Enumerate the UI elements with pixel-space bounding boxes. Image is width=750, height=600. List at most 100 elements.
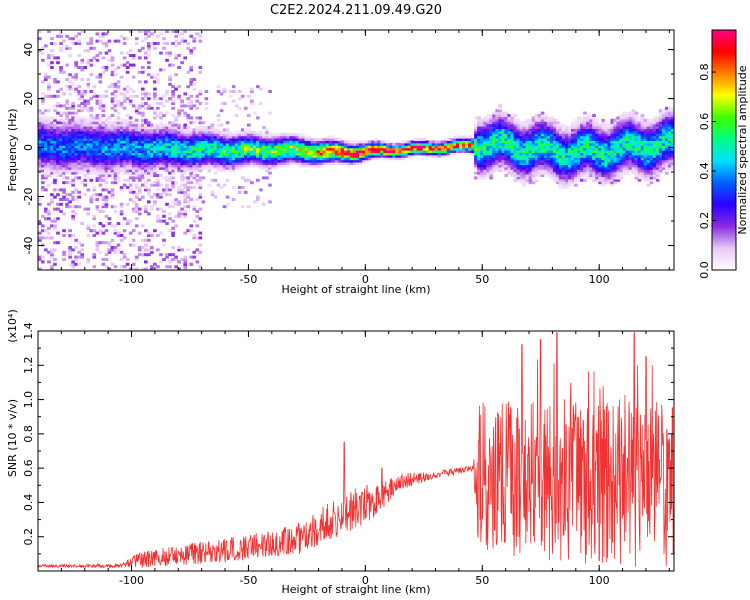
spectrogram-cell — [101, 159, 106, 163]
spectrogram-cell — [580, 145, 584, 149]
spectrogram-cell — [122, 92, 127, 96]
spectrogram-cell — [204, 133, 209, 137]
spectrogram-cell — [144, 121, 148, 125]
spectrogram-cell — [237, 130, 242, 134]
spectrogram-cell — [622, 145, 627, 149]
spectrogram-cell — [204, 138, 209, 141]
spectrogram-cell — [240, 186, 245, 189]
spectrogram-cell — [519, 128, 524, 132]
spectrogram-cell — [561, 145, 566, 149]
spectrogram-cell — [577, 128, 581, 132]
spectrogram-cell — [564, 169, 569, 173]
spectrogram-cell — [631, 145, 636, 149]
spectrogram-cell — [104, 130, 109, 134]
spectrogram-cell — [86, 234, 91, 237]
spectrogram-cell — [362, 145, 366, 149]
spectrogram-cell — [189, 142, 194, 146]
spectrogram-cell — [546, 162, 551, 165]
spectrogram-cell — [313, 150, 318, 153]
spectrogram-cell — [119, 123, 124, 127]
spectrogram-cell — [561, 166, 566, 170]
spectrogram-cell — [189, 78, 194, 81]
spectrogram-cell — [649, 174, 654, 177]
spectrogram-cell — [298, 140, 303, 144]
spectrogram-cell — [68, 246, 72, 249]
spectrogram-cell — [246, 123, 251, 127]
spectrogram-cell — [41, 92, 45, 96]
spectrogram-cell — [540, 162, 545, 165]
spectrogram-cell — [528, 154, 533, 158]
spectrogram-cell — [68, 145, 72, 149]
spectrogram-cell — [153, 126, 157, 129]
spectrogram-cell — [634, 169, 639, 173]
spectrogram-cell — [47, 164, 51, 168]
spectrogram-cell — [331, 138, 336, 141]
spectrogram-cell — [580, 150, 584, 153]
spectrogram-cell — [153, 159, 157, 163]
spectrogram-cell — [171, 94, 175, 98]
spectrogram-cell — [561, 142, 566, 146]
spectrogram-cell — [47, 217, 51, 221]
spectrogram-cell — [116, 231, 121, 235]
spectrogram-cell — [89, 159, 94, 163]
spectrogram-cell — [101, 164, 106, 168]
spectrogram-cell — [283, 154, 287, 158]
spectrogram-cell — [107, 145, 112, 149]
spectrogram-cell — [486, 147, 490, 151]
spectrogram-cell — [219, 140, 224, 144]
spectrogram-cell — [546, 154, 551, 158]
spectrogram-cell — [171, 121, 175, 125]
spectrogram-cell — [125, 70, 130, 74]
spectrogram-cell — [422, 150, 427, 153]
spectrogram-cell — [122, 171, 127, 175]
spectrogram-cell — [555, 159, 560, 163]
spectrogram-cell — [498, 159, 502, 163]
spectrogram-cell — [62, 258, 66, 261]
spectrogram-cell — [243, 152, 248, 156]
spectrogram-cell — [86, 118, 91, 122]
spectrogram-cell — [71, 111, 75, 115]
spectrogram-cell — [74, 190, 78, 194]
spectrogram-cell — [343, 162, 348, 165]
spectrogram-cell — [101, 174, 106, 177]
spectrogram-cell — [95, 123, 100, 127]
spectrogram-cell — [41, 140, 45, 144]
spectrogram-cell — [162, 214, 166, 218]
spectrogram-cell — [516, 133, 521, 137]
spectrogram-cell — [68, 150, 72, 153]
spectrogram-cell — [356, 147, 360, 151]
spectrogram-cell — [298, 135, 303, 139]
spectrogram-cell — [577, 174, 581, 177]
spectrogram-cell — [144, 157, 148, 161]
spectrogram-cell — [246, 205, 251, 209]
spectrogram-cell — [474, 171, 478, 175]
spectrogram-cell — [156, 157, 160, 161]
spectrogram-cell — [631, 164, 636, 168]
spectrogram-cell — [98, 118, 103, 122]
spectrogram-cell — [38, 111, 42, 115]
spectrogram-cell — [168, 154, 172, 158]
spectrogram-cell — [604, 147, 608, 151]
spectrogram-cell — [380, 152, 384, 156]
spectrogram-cell — [501, 164, 505, 168]
spectrogram-cell — [92, 171, 97, 175]
spectrogram-cell — [265, 135, 269, 139]
spectrogram-cell — [328, 150, 333, 153]
spectrogram-cell — [162, 150, 166, 153]
spectrogram-cell — [250, 152, 254, 156]
spectrogram-cell — [489, 162, 493, 165]
spectrogram-cell — [216, 118, 221, 122]
spectrogram-cell — [95, 128, 100, 132]
spectrogram-cell — [274, 152, 278, 156]
spectrogram-cell — [128, 171, 133, 175]
spectrogram-cell — [298, 152, 303, 156]
spectrogram-cell — [528, 162, 533, 165]
spectrogram-cell — [198, 176, 203, 180]
spectrogram-cell — [546, 159, 551, 163]
spectrogram-cell — [144, 30, 148, 33]
spectrogram-cell — [425, 154, 430, 158]
spectrogram-cell — [53, 142, 57, 146]
spectrogram-cell — [44, 188, 48, 192]
spectrogram-cell — [89, 46, 94, 50]
spectrogram-cell — [50, 181, 54, 185]
